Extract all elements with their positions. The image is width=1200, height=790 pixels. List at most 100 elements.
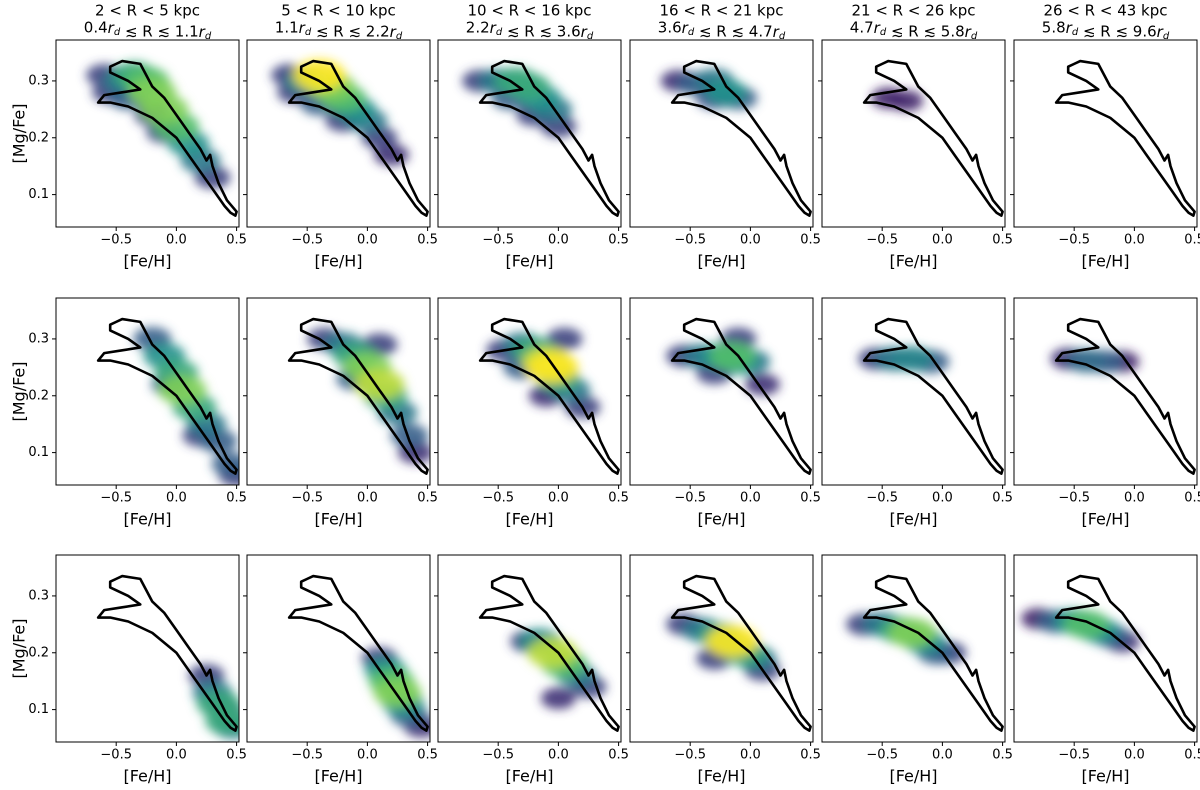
density-cell <box>705 79 748 106</box>
density <box>86 61 231 189</box>
x-tick-label: −0.5 <box>291 748 323 763</box>
y-tick-label: 0.2 <box>28 130 49 145</box>
density <box>1050 347 1140 374</box>
density-cell <box>540 687 576 710</box>
x-tick-label: 0.5 <box>800 491 821 506</box>
contour <box>670 574 812 732</box>
panel: −0.5 0.0 0.5 [Fe/H] <box>243 297 438 529</box>
x-axis-label: [Fe/H] <box>889 510 937 529</box>
x-axis-label: [Fe/H] <box>697 510 745 529</box>
y-axis-label: [Mg/Fe] <box>10 103 29 163</box>
axes-frame <box>629 297 814 486</box>
x-tick-label: 0.5 <box>992 491 1013 506</box>
density-cell <box>546 327 583 351</box>
panel: −0.5 0.0 0.5 [Fe/H] <box>243 554 438 786</box>
x-axis-label: [Fe/H] <box>314 510 362 529</box>
panel-title: 21 < R < 26 kpc <box>851 2 975 20</box>
density-cell <box>889 90 924 112</box>
panel: −0.5 0.0 0.5 0.1 0.2 0.3 [Fe/H] [Mg/Fe] <box>10 554 247 786</box>
x-tick-label: −0.5 <box>482 491 514 506</box>
density-cell <box>373 677 422 708</box>
x-tick-label: 0.0 <box>1124 233 1145 248</box>
density-cell <box>204 707 239 735</box>
x-tick-label: 0.0 <box>932 491 953 506</box>
y-tick-label: 0.2 <box>28 388 49 403</box>
contour <box>478 317 620 475</box>
x-tick-label: −0.5 <box>482 748 514 763</box>
x-tick-label: 0.5 <box>800 748 821 763</box>
axes-frame <box>821 39 1006 228</box>
x-tick-label: 0.5 <box>226 233 247 248</box>
x-tick-label: −0.5 <box>100 233 132 248</box>
contour <box>96 317 238 475</box>
x-axis-label: [Fe/H] <box>697 767 745 786</box>
density-cell <box>891 346 933 372</box>
panel: −0.5 0.0 0.5 [Fe/H] <box>818 297 1013 529</box>
panel: −0.5 0.0 0.5 [Fe/H] <box>818 554 1013 786</box>
x-axis-label: [Fe/H] <box>123 510 171 529</box>
density <box>486 327 601 419</box>
axes-frame <box>1013 297 1198 486</box>
contour <box>862 317 1004 475</box>
panel: −0.5 0.0 0.5 [Fe/H] <box>434 554 629 786</box>
x-tick-label: −0.5 <box>674 748 706 763</box>
x-axis-label: [Fe/H] <box>505 767 553 786</box>
x-axis-label: [Fe/H] <box>1081 510 1129 529</box>
x-tick-label: 0.5 <box>417 233 438 248</box>
x-tick-label: 0.5 <box>226 748 247 763</box>
axes-frame <box>246 39 431 228</box>
y-tick-label: 0.3 <box>28 331 49 346</box>
x-tick-label: −0.5 <box>100 748 132 763</box>
panel-subtitle: 1.1rd ≲ R ≲ 2.2rd <box>275 19 403 43</box>
density-cell <box>506 73 551 101</box>
panel-title: 2 < R < 5 kpc <box>95 2 200 20</box>
density <box>307 327 430 464</box>
y-tick-label: 0.1 <box>28 187 49 202</box>
x-tick-label: −0.5 <box>866 748 898 763</box>
axes-frame <box>246 554 431 743</box>
x-tick-label: 0.5 <box>1184 233 1200 248</box>
density-cell <box>527 637 578 669</box>
x-tick-label: −0.5 <box>291 233 323 248</box>
axes-frame <box>1013 554 1198 743</box>
axes-frame <box>821 297 1006 486</box>
density <box>271 59 409 166</box>
x-axis-label: [Fe/H] <box>314 252 362 271</box>
contour <box>287 59 429 217</box>
contour <box>287 574 429 732</box>
y-tick-label: 0.3 <box>28 588 49 603</box>
panel: −0.5 0.0 0.5 [Fe/H] <box>626 554 821 786</box>
x-tick-label: 0.5 <box>608 491 629 506</box>
density <box>660 68 758 110</box>
axes-frame <box>437 554 622 743</box>
contour <box>478 59 620 217</box>
panel-title: 5 < R < 10 kpc <box>281 2 396 20</box>
x-tick-label: 0.5 <box>226 491 247 506</box>
axes-frame <box>437 297 622 486</box>
x-axis-label: [Fe/H] <box>889 252 937 271</box>
x-tick-label: −0.5 <box>482 233 514 248</box>
density-cell <box>1063 610 1110 639</box>
axes-frame <box>55 39 240 228</box>
panel: −0.5 0.0 0.5 [Fe/H] <box>626 297 821 529</box>
contour <box>96 59 238 217</box>
x-axis-label: [Fe/H] <box>314 767 362 786</box>
panel-title: 10 < R < 16 kpc <box>467 2 591 20</box>
contour <box>670 317 812 475</box>
axes-frame <box>246 297 431 486</box>
axes-frame <box>437 39 622 228</box>
x-axis-label: [Fe/H] <box>889 767 937 786</box>
axes-frame <box>821 554 1006 743</box>
panel: −0.5 0.0 0.5 [Fe/H] <box>1010 554 1200 786</box>
x-tick-label: −0.5 <box>291 491 323 506</box>
panel: −0.5 0.0 0.5 [Fe/H] <box>1010 297 1200 529</box>
contour <box>96 574 238 732</box>
x-tick-label: 0.0 <box>740 748 761 763</box>
x-tick-label: 0.5 <box>992 748 1013 763</box>
x-tick-label: 0.0 <box>932 233 953 248</box>
x-tick-label: 0.0 <box>1124 491 1145 506</box>
